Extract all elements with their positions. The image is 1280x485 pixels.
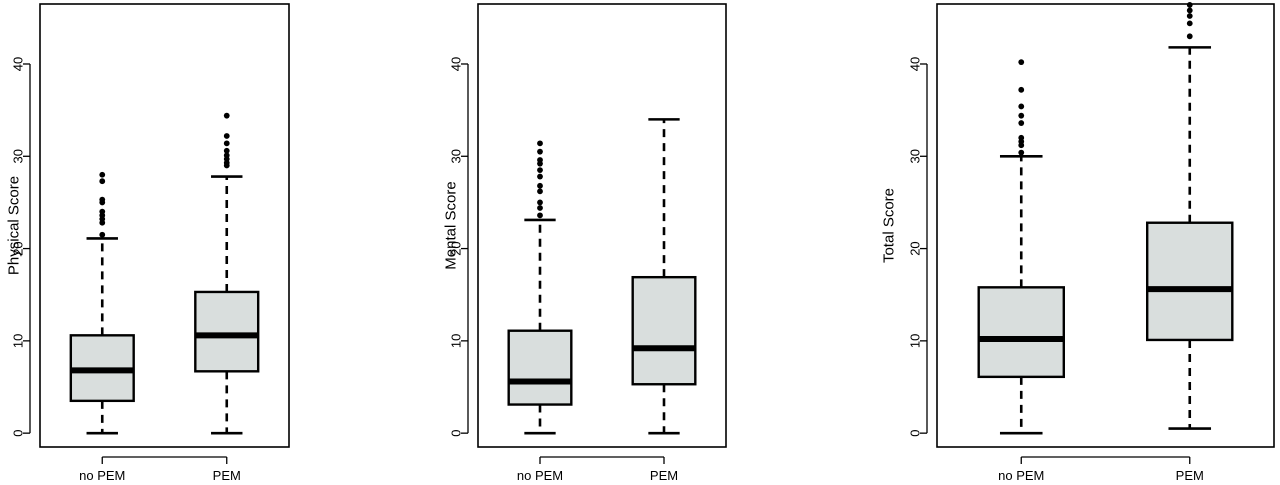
y-tick-label: 30 — [11, 149, 26, 163]
box-pem — [194, 112, 260, 435]
iqr-box — [977, 286, 1065, 379]
outlier-point — [1186, 2, 1193, 8]
outlier-point — [1018, 120, 1025, 126]
y-axis-title: Mental Score — [443, 181, 460, 269]
x-tick-label: PEM — [650, 468, 678, 483]
outlier-point — [1018, 149, 1025, 156]
iqr-box — [507, 329, 573, 406]
plot-frame — [936, 3, 1275, 448]
plot-frame — [39, 3, 290, 448]
outlier-point — [99, 196, 106, 203]
x-tick-label: no PEM — [998, 468, 1044, 483]
chart-panel-1: 0 10 20 30 40 Physical Score no PEM PEM — [6, 3, 290, 483]
y-tick-label: 40 — [11, 57, 26, 71]
plot-frame — [477, 3, 727, 448]
y-tick-label: 0 — [11, 430, 26, 437]
outlier-point — [99, 231, 106, 238]
outlier-point — [223, 133, 230, 139]
outlier-point — [537, 140, 543, 147]
y-tick-label: 0 — [449, 430, 464, 437]
y-axis-title: Total Score — [881, 188, 898, 263]
outlier-point — [223, 112, 230, 119]
outlier-point — [223, 140, 230, 147]
outlier-point — [99, 178, 106, 185]
y-tick-label: 10 — [11, 334, 26, 348]
box-pem — [1146, 2, 1234, 430]
outlier-point — [99, 208, 106, 215]
y-tick-label: 10 — [449, 334, 464, 348]
chart-panel-3: 0 10 20 30 40 Total Score no PEM PEM — [881, 2, 1275, 483]
outlier-point — [1018, 86, 1025, 93]
y-tick-label: 0 — [908, 430, 923, 437]
outlier-point — [223, 147, 230, 154]
outlier-point — [223, 152, 230, 159]
box-no-pem — [69, 171, 135, 435]
y-tick-label: 40 — [449, 57, 464, 71]
x-tick-label: no PEM — [79, 468, 125, 483]
x-tick-label: PEM — [213, 468, 241, 483]
iqr-box — [631, 275, 697, 386]
outlier-point — [1186, 20, 1193, 27]
outlier-point — [537, 199, 543, 206]
outlier-point — [537, 205, 543, 211]
outlier-point — [537, 182, 543, 189]
outlier-point — [537, 167, 543, 174]
y-tick-label: 20 — [908, 241, 923, 255]
y-tick-label: 40 — [908, 57, 923, 71]
x-tick-label: no PEM — [517, 468, 563, 483]
outlier-point — [1186, 13, 1193, 19]
y-tick-label: 30 — [449, 149, 464, 163]
y-axis-title: Physical Score — [6, 176, 23, 275]
x-tick-label: PEM — [1176, 468, 1204, 483]
outlier-point — [99, 171, 106, 178]
outlier-point — [1018, 103, 1025, 110]
outlier-point — [1018, 112, 1025, 119]
outlier-point — [537, 212, 543, 219]
box-no-pem — [977, 59, 1065, 435]
box-pem — [631, 118, 697, 435]
outlier-point — [1186, 33, 1193, 40]
outlier-point — [1186, 7, 1193, 14]
outlier-point — [1018, 59, 1025, 66]
outlier-point — [537, 157, 543, 163]
box-no-pem — [507, 140, 573, 435]
outlier-point — [537, 188, 543, 195]
y-tick-label: 20 — [11, 241, 26, 255]
outlier-point — [1018, 134, 1025, 141]
y-tick-label: 20 — [449, 241, 464, 255]
y-tick-label: 10 — [908, 334, 923, 348]
outlier-point — [537, 148, 543, 155]
outlier-point — [537, 173, 543, 180]
iqr-box — [1146, 221, 1234, 342]
iqr-box — [194, 290, 260, 373]
y-tick-label: 30 — [908, 149, 923, 163]
chart-panel-2: 0 10 20 30 40 Mental Score no PEM PEM — [443, 3, 727, 483]
